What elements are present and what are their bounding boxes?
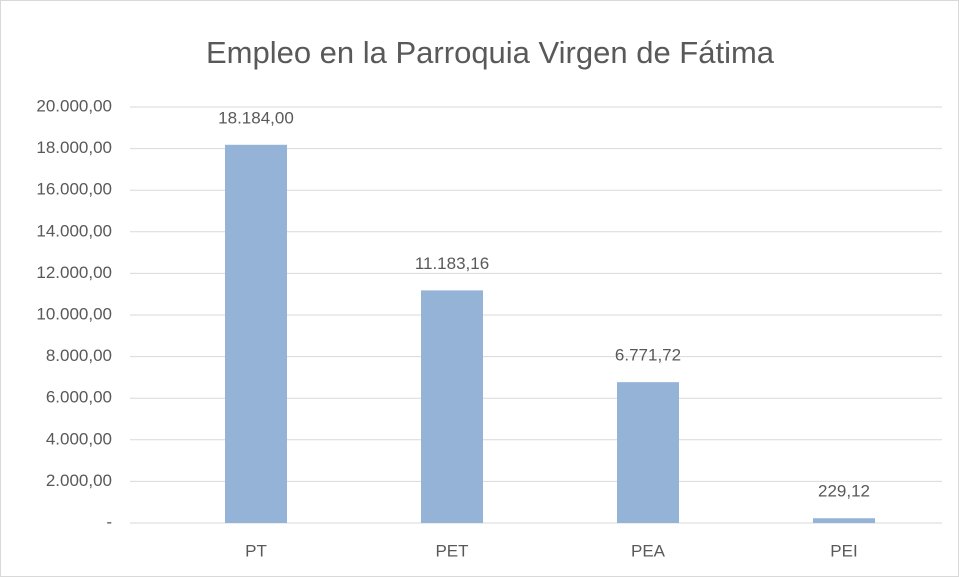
- x-tick-label: PEI: [830, 541, 857, 560]
- data-label: 229,12: [818, 482, 870, 501]
- x-tick-label: PEA: [631, 541, 666, 560]
- bar: [225, 144, 287, 523]
- y-tick-label: 20.000,00: [36, 96, 112, 115]
- y-tick-label: 12.000,00: [36, 263, 112, 282]
- x-tick-label: PET: [435, 541, 468, 560]
- y-tick-label: 6.000,00: [46, 388, 112, 407]
- y-tick-label: 8.000,00: [46, 346, 112, 365]
- y-tick-label: 18.000,00: [36, 138, 112, 157]
- bar: [813, 518, 875, 523]
- y-tick-label: 16.000,00: [36, 180, 112, 199]
- x-tick-label: PT: [245, 541, 267, 560]
- chart-title: Empleo en la Parroquia Virgen de Fátima: [206, 35, 775, 70]
- y-tick-label: 14.000,00: [36, 221, 112, 240]
- data-label: 11.183,16: [415, 254, 489, 273]
- y-tick-label: -: [106, 512, 112, 531]
- data-label: 6.771,72: [615, 346, 681, 365]
- bar: [421, 290, 483, 523]
- y-tick-label: 2.000,00: [46, 471, 112, 490]
- bar: [617, 382, 679, 523]
- y-tick-label: 10.000,00: [36, 304, 112, 323]
- data-label: 18.184,00: [218, 108, 294, 127]
- y-tick-label: 4.000,00: [46, 429, 112, 448]
